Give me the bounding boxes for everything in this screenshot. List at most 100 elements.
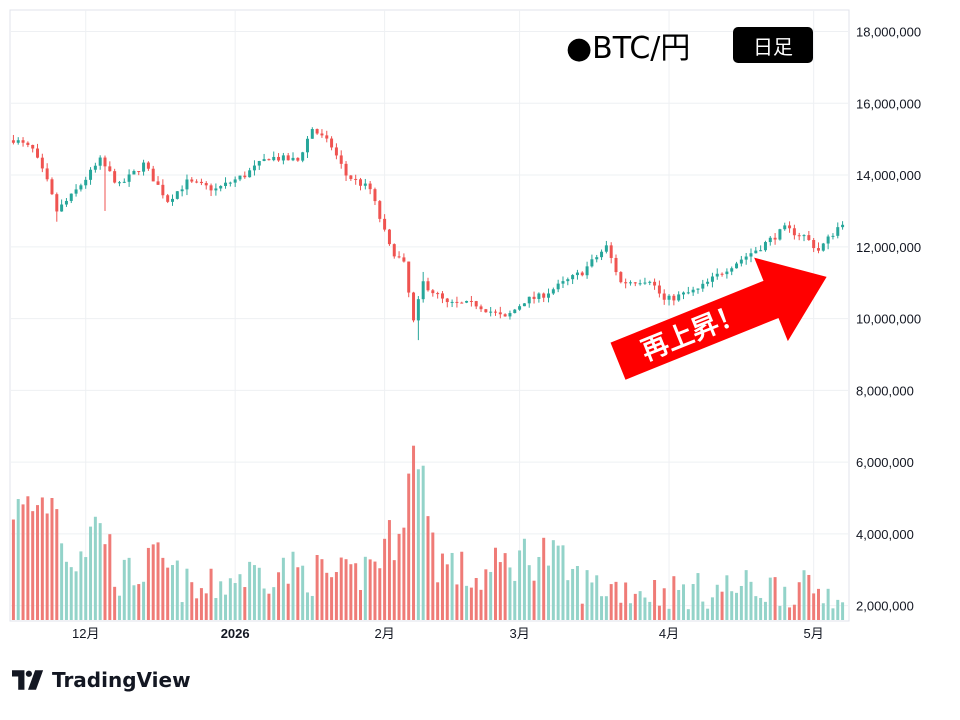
candle-body — [672, 295, 676, 301]
volume-bar — [696, 573, 700, 620]
volume-bar — [841, 602, 845, 620]
candle-body — [98, 157, 102, 166]
x-tick-label: 5月 — [804, 626, 824, 641]
volume-bar — [710, 597, 714, 620]
volume-bar — [402, 527, 406, 620]
candle-body — [590, 259, 594, 267]
volume-bar — [739, 585, 743, 620]
candle-body — [286, 155, 290, 161]
volume-bar — [604, 596, 608, 620]
volume-bar — [773, 577, 777, 620]
candle-body — [614, 257, 618, 273]
volume-bar — [792, 604, 796, 620]
volume-bar — [445, 564, 449, 620]
candle-body — [682, 292, 685, 295]
volume-bar — [334, 572, 338, 620]
candle-body — [628, 282, 632, 284]
candle-body — [228, 182, 232, 184]
candle-body — [821, 243, 825, 251]
volume-bar — [26, 496, 30, 620]
volume-bar — [479, 589, 483, 620]
x-tick-label: 2026 — [221, 626, 250, 641]
candle-body — [662, 293, 666, 300]
volume-bar — [431, 532, 435, 620]
volume-bar — [127, 557, 131, 620]
volume-bar — [267, 593, 271, 620]
volume-bar — [701, 601, 705, 620]
candle-body — [132, 171, 136, 175]
volume-bar — [812, 593, 816, 620]
candle-body — [407, 261, 411, 293]
volume-bar — [778, 605, 782, 620]
volume-bar — [633, 593, 637, 620]
candle-body — [508, 313, 512, 317]
x-tick-label: 2月 — [374, 626, 394, 641]
volume-bar — [493, 547, 497, 620]
volume-bar — [16, 499, 20, 620]
candle-body — [518, 306, 522, 310]
candle-body — [812, 239, 816, 249]
volume-bar — [426, 516, 430, 620]
volume-bar — [672, 576, 676, 620]
volume-bar — [440, 553, 444, 620]
volume-bar — [320, 559, 324, 620]
volume-bar — [325, 572, 329, 620]
volume-bar — [387, 520, 391, 620]
candle-body — [566, 279, 570, 282]
volume-bar — [498, 562, 502, 620]
volume-bar — [455, 584, 459, 620]
volume-bar — [590, 582, 594, 620]
y-tick-label: 18,000,000 — [856, 25, 921, 40]
volume-bar — [537, 556, 541, 620]
candle-body — [151, 168, 155, 182]
volume-bar — [836, 599, 840, 620]
volume-bar — [378, 568, 382, 620]
arrow-label: 再上昇！ — [637, 298, 749, 367]
volume-bar — [272, 587, 276, 620]
candle-body — [547, 293, 551, 298]
candle-body — [305, 138, 309, 153]
volume-bar — [228, 578, 232, 620]
candle-body — [831, 235, 835, 237]
volume-bar — [349, 564, 353, 620]
y-tick-label: 16,000,000 — [856, 96, 921, 111]
volume-bar — [614, 581, 618, 620]
candle-body — [816, 248, 820, 251]
volume-bar — [571, 568, 575, 620]
volume-bar — [281, 557, 285, 620]
candle-body — [89, 169, 93, 180]
candle-body — [301, 152, 305, 161]
candle-body — [146, 162, 150, 169]
volume-bar — [667, 608, 671, 620]
volume-bar — [465, 585, 469, 620]
candle-body — [575, 272, 579, 276]
candle-body — [696, 288, 700, 290]
candle-body — [604, 245, 608, 252]
candle-body — [195, 181, 199, 183]
volume-bar — [469, 587, 473, 620]
volume-bar — [677, 589, 681, 620]
candle-body — [185, 179, 189, 190]
candle-body — [445, 298, 449, 303]
candle-body — [701, 283, 705, 289]
volume-bar — [407, 473, 411, 620]
volume-bar — [638, 591, 642, 620]
candle-body — [320, 133, 324, 136]
candle-body — [108, 166, 112, 172]
volume-bar — [460, 551, 464, 620]
volume-bar — [816, 588, 820, 620]
candle-body — [585, 266, 589, 276]
candle-body — [84, 179, 88, 186]
candle-body — [11, 140, 15, 143]
candle-body — [450, 301, 454, 303]
candle-body — [378, 201, 382, 219]
candle-body — [503, 314, 507, 317]
candle-body — [93, 165, 97, 170]
volume-bar — [532, 580, 536, 620]
candle-body — [493, 311, 497, 313]
candle-body — [744, 256, 748, 260]
volume-bar — [768, 577, 772, 620]
volume-bar — [392, 560, 396, 620]
candle-body — [436, 293, 440, 295]
volume-bar — [551, 540, 555, 620]
